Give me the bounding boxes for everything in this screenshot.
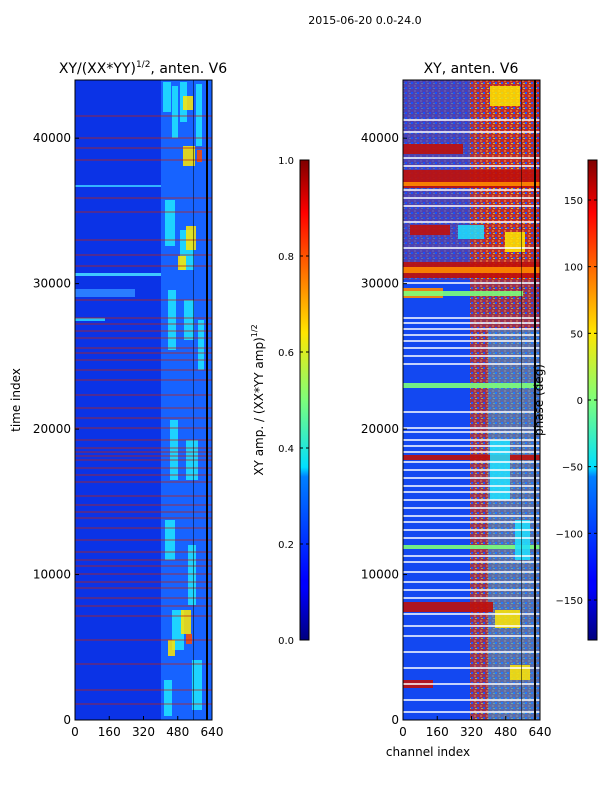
phase-x-tick-label: 640: [529, 725, 552, 739]
amplitude-x-tick-label: 160: [98, 725, 121, 739]
amplitude-x-tick-label: 480: [166, 725, 189, 739]
phase-x-tick-label: 0: [399, 725, 407, 739]
amplitude-colorbar-tick-label: 0.6: [278, 348, 294, 359]
phase-colorbar: −150 −100 −50 0 50 100 150 phase (deg): [532, 159, 598, 641]
amplitude-x-tick-label: 640: [201, 725, 224, 739]
phase-heatmap: [403, 80, 540, 720]
phase-colorbar-tick-label: 100: [564, 263, 583, 274]
phase-y-tick-label: 0: [391, 713, 399, 727]
phase-colorbar-tick-label: 0: [577, 396, 583, 407]
channel-x-axis-label: channel index: [386, 745, 470, 759]
amplitude-colorbar-tick-label: 0.2: [278, 540, 294, 551]
phase-colorbar-tick-label: −100: [556, 529, 583, 540]
phase-y-tick-label: 10000: [361, 568, 399, 582]
amplitude-y-tick-label: 20000: [33, 422, 71, 436]
amplitude-panel: 0 160 320 480 640 0 10000 20000 30000 40000 XY/(X…: [9, 60, 227, 739]
phase-x-tick-label: 160: [426, 725, 449, 739]
amplitude-y-tick-label: 10000: [33, 568, 71, 582]
phase-panel-title: XY, anten. V6: [424, 61, 519, 77]
phase-colorbar-tick-label: −50: [562, 463, 583, 474]
amplitude-colorbar-tick-label: 0.4: [278, 444, 294, 455]
phase-y-tick-label: 40000: [361, 131, 399, 145]
amplitude-y-axis-label: time index: [9, 368, 23, 432]
amplitude-x-tick-label: 320: [132, 725, 155, 739]
phase-y-tick-label: 20000: [361, 422, 399, 436]
phase-x-tick-label: 320: [460, 725, 483, 739]
phase-colorbar-tick-label: 50: [570, 329, 583, 340]
amplitude-colorbar-tick-label: 0.8: [278, 252, 294, 263]
phase-colorbar-label: phase (deg): [532, 364, 546, 436]
amplitude-y-tick-label: 30000: [33, 277, 71, 291]
amplitude-heatmap: [75, 80, 212, 720]
amplitude-colorbar-tick-label: 1.0: [278, 156, 294, 167]
amplitude-x-tick-label: 0: [71, 725, 79, 739]
phase-colorbar-tick-label: 150: [564, 196, 583, 207]
phase-y-tick-label: 30000: [361, 277, 399, 291]
phase-panel: 0 160 320 480 640 0 10000 20000 30000 40000 XY, a…: [361, 61, 552, 759]
amplitude-colorbar-label: XY amp. / (XX*YY amp)1/2: [250, 324, 266, 475]
amplitude-panel-title: XY/(XX*YY)1/2, anten. V6: [59, 60, 227, 77]
figure-suptitle: 2015-06-20 0.0-24.0: [308, 14, 422, 27]
amplitude-colorbar: 0.0 0.2 0.4 0.6 0.8 1.0 XY amp. / (XX*YY amp)…: [250, 156, 310, 647]
amplitude-y-tick-label: 0: [63, 713, 71, 727]
amplitude-colorbar-tick-label: 0.0: [278, 636, 294, 647]
amplitude-y-tick-label: 40000: [33, 131, 71, 145]
phase-x-tick-label: 480: [494, 725, 517, 739]
phase-colorbar-tick-label: −150: [556, 596, 583, 607]
